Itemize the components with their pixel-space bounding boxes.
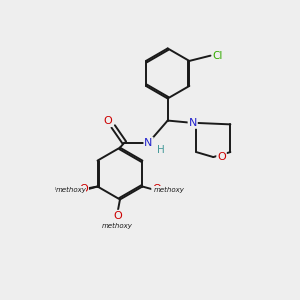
Text: O: O — [217, 152, 226, 162]
Text: O: O — [113, 211, 122, 221]
Text: Cl: Cl — [213, 51, 223, 61]
Text: O: O — [152, 184, 161, 194]
Text: N: N — [188, 118, 197, 128]
Text: methoxy: methoxy — [102, 223, 133, 229]
Text: H: H — [157, 145, 165, 155]
Text: O: O — [79, 184, 88, 194]
Text: methoxy: methoxy — [54, 186, 82, 191]
Text: N: N — [144, 138, 153, 148]
Text: methoxy: methoxy — [56, 186, 86, 193]
Text: O: O — [103, 116, 112, 126]
Text: O: O — [79, 184, 88, 194]
Text: methoxy: methoxy — [154, 186, 184, 193]
